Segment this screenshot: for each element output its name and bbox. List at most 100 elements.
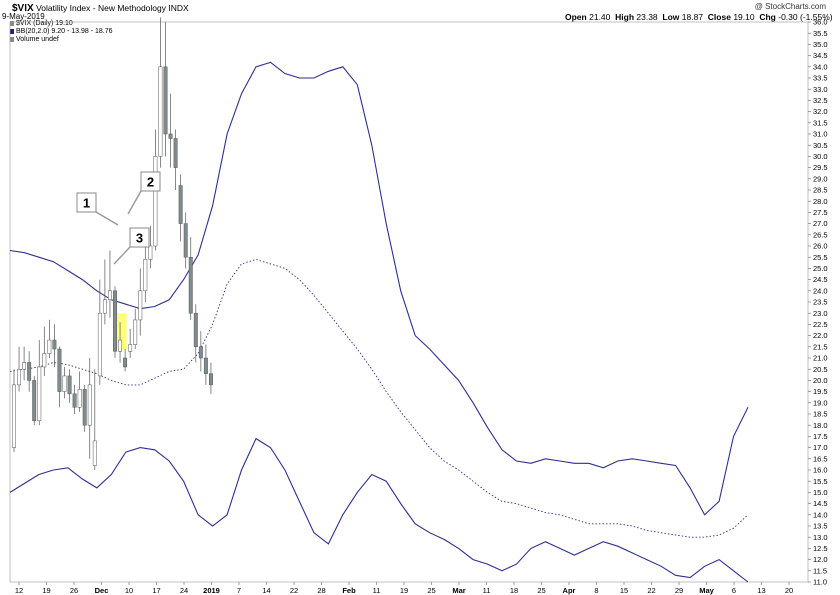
x-tick-label: 13 <box>757 586 765 595</box>
candle-body <box>87 384 92 426</box>
x-tick-label: 10 <box>125 586 133 595</box>
candle-body <box>148 245 153 260</box>
x-tick-label: 15 <box>620 586 628 595</box>
candle-body <box>108 290 112 301</box>
y-tick-label: 15.0 <box>813 488 828 497</box>
y-tick-label: 16.0 <box>813 466 828 475</box>
y-tick-label: 25.0 <box>813 264 828 273</box>
candle-body <box>198 346 203 359</box>
x-tick-label: 19 <box>400 586 408 595</box>
y-tick-label: 35.5 <box>813 29 828 38</box>
y-tick-label: 26.0 <box>813 242 828 251</box>
candle-body <box>97 312 102 377</box>
chg-label: Chg <box>759 12 776 22</box>
y-tick-label: 18.5 <box>813 410 828 419</box>
candle-body <box>153 156 158 247</box>
y-tick-label: 19.0 <box>813 398 828 407</box>
candle-body <box>118 339 122 352</box>
high-label: High <box>615 12 635 22</box>
y-tick-label: 20.5 <box>813 365 828 374</box>
y-tick-label: 11.0 <box>813 578 827 587</box>
y-tick-label: 28.0 <box>813 197 828 206</box>
x-tick-label: 8 <box>594 586 598 595</box>
watermark: @ StockCharts.com <box>754 2 826 11</box>
x-tick-label: 25 <box>537 586 545 595</box>
candle-body <box>47 339 52 354</box>
y-tick-label: 14.5 <box>813 499 828 508</box>
x-tick-label: 29 <box>675 586 683 595</box>
ohlc-readout: Open 21.40 High 23.38 Low 18.87 Close 19… <box>565 12 833 22</box>
x-tick-label: 26 <box>70 586 78 595</box>
legend-price: $VIX (Daily) 19.10 <box>10 20 73 27</box>
x-tick-label: 20 <box>785 586 793 595</box>
x-tick-label: May <box>699 586 714 595</box>
x-tick-label: 19 <box>42 586 50 595</box>
y-tick-label: 17.5 <box>813 432 828 441</box>
legend-bb-text: BB(20,2.0) 9.20 - 13.98 - 18.76 <box>16 28 113 35</box>
candle-body <box>37 366 42 421</box>
highlight-box <box>116 313 127 350</box>
close-value: 19.10 <box>733 12 755 22</box>
x-tick-label: 14 <box>262 586 270 595</box>
candle-body <box>193 312 198 348</box>
candle-body <box>17 368 22 386</box>
candle-body <box>209 373 213 386</box>
y-tick-label: 25.5 <box>813 253 828 262</box>
legend-price-text: $VIX (Daily) 19.10 <box>16 20 73 27</box>
callout-label-1: 1 <box>83 196 90 211</box>
bb-lower-line <box>9 437 749 583</box>
candle-body <box>42 353 47 368</box>
candle-body <box>67 375 72 395</box>
x-tick-label: 2019 <box>203 586 220 595</box>
chart-date: 9-May-2019 <box>2 12 45 21</box>
y-tick-label: 26.5 <box>813 230 828 239</box>
y-tick-label: 28.5 <box>813 186 828 195</box>
x-tick-label: Dec <box>95 586 109 595</box>
x-tick-label: 17 <box>152 586 160 595</box>
candle-body <box>92 440 97 466</box>
candle-body <box>123 357 128 368</box>
x-tick-label: 11 <box>483 586 491 595</box>
x-tick-label: 6 <box>732 586 736 595</box>
x-tick-label: 24 <box>180 586 188 595</box>
candle-body <box>82 389 87 426</box>
candle-body <box>52 339 57 350</box>
candle-body <box>143 259 148 292</box>
y-tick-label: 13.5 <box>813 522 828 531</box>
y-tick-label: 35.0 <box>813 40 828 49</box>
callout-pointer <box>127 190 142 215</box>
candle-body <box>138 290 143 321</box>
y-tick-label: 21.0 <box>813 354 828 363</box>
x-tick-label: Feb <box>342 586 356 595</box>
price-swatch-icon <box>10 20 14 26</box>
chart-title-row: $VIX Volatility Index - New Methodology … <box>12 3 189 14</box>
y-tick-label: 12.5 <box>813 544 828 553</box>
y-tick-label: 11.5 <box>813 566 827 575</box>
y-tick-label: 20.0 <box>813 376 828 385</box>
exchange-label: INDX <box>168 3 189 13</box>
open-label: Open <box>565 12 587 22</box>
symbol-label: $VIX <box>12 3 34 14</box>
y-tick-label: 32.0 <box>813 107 828 116</box>
x-tick-label: 11 <box>373 586 381 595</box>
y-tick-label: 15.5 <box>813 477 828 486</box>
candle-body <box>133 319 138 345</box>
x-tick-label: Mar <box>452 586 465 595</box>
y-tick-label: 36.0 <box>813 18 828 27</box>
plot-area <box>9 21 809 583</box>
bb-swatch-icon <box>10 28 14 34</box>
y-tick-label: 30.0 <box>813 152 828 161</box>
y-tick-label: 31.0 <box>813 130 828 139</box>
candle-body <box>203 357 208 374</box>
y-tick-label: 12.0 <box>813 555 828 564</box>
callout-box-2 <box>140 171 161 192</box>
y-tick-label: 18.0 <box>813 421 828 430</box>
candle-body <box>163 66 168 135</box>
candle-body <box>27 362 32 381</box>
y-tick-label: 33.0 <box>813 85 828 94</box>
candle-body <box>62 375 67 392</box>
x-tick-label: 25 <box>427 586 435 595</box>
open-value: 21.40 <box>589 12 611 22</box>
callout-pointer <box>113 246 131 265</box>
